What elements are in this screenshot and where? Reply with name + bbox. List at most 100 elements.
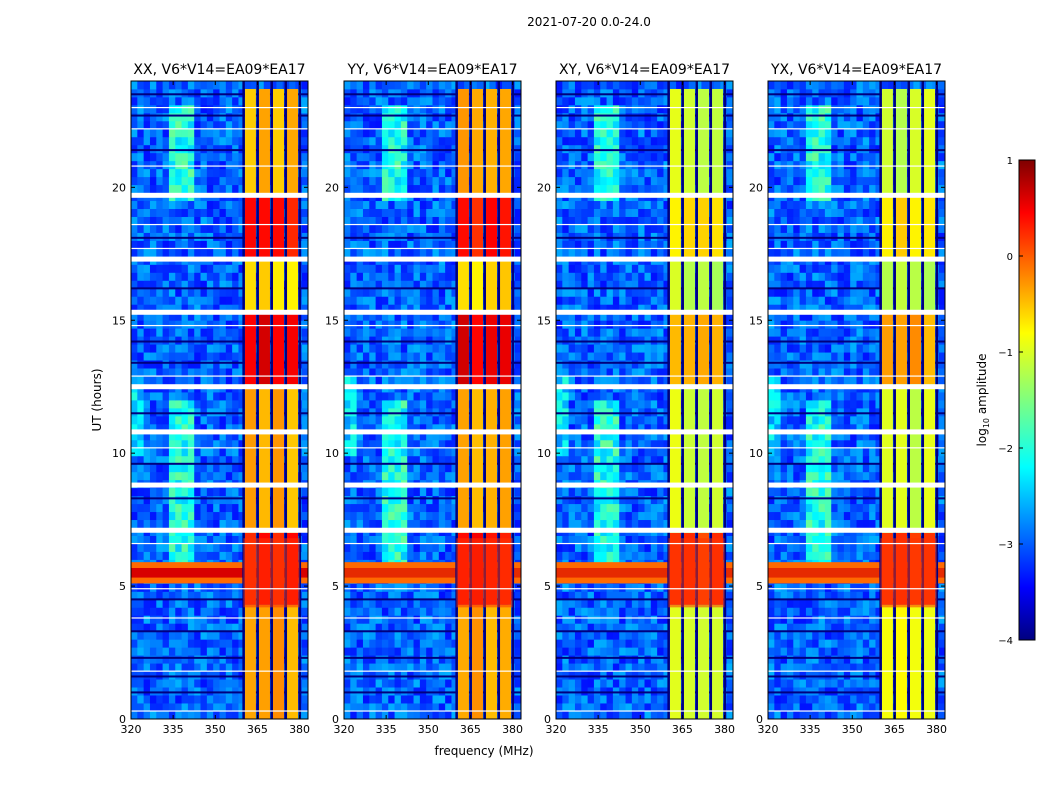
heatmap-cell	[181, 663, 189, 672]
heatmap-cell	[225, 328, 233, 337]
heatmap-cell	[432, 336, 440, 345]
heatmap-cell	[137, 511, 145, 521]
heatmap-cell	[657, 703, 664, 712]
heatmap-cell	[381, 591, 389, 600]
heatmap-cell	[362, 415, 370, 425]
heatmap-cell	[600, 679, 607, 688]
heatmap-cell	[187, 423, 195, 433]
heatmap-cell	[438, 264, 446, 273]
heatmap-cell	[350, 591, 358, 600]
heatmap-cell	[225, 503, 233, 513]
heatmap-cell	[381, 368, 389, 377]
heatmap-cell	[438, 112, 446, 122]
heatmap-cell	[369, 344, 377, 353]
heatmap-cell	[407, 160, 414, 170]
heatmap-cell	[219, 607, 227, 616]
heatmap-cell	[181, 304, 189, 313]
heatmap-cell	[419, 407, 427, 417]
heatmap-cell	[143, 511, 151, 521]
heatmap-cell	[445, 519, 452, 528]
heatmap-cell	[175, 224, 182, 233]
heatmap-cell	[137, 136, 145, 146]
heatmap-cell	[445, 463, 452, 473]
heatmap-cell	[219, 224, 227, 233]
heatmap-cell	[438, 400, 446, 409]
heatmap-cell	[413, 104, 421, 114]
heatmap-cell	[219, 543, 227, 552]
heatmap-cell	[445, 240, 452, 249]
heatmap-cell	[350, 376, 358, 385]
heatmap-cell	[238, 695, 246, 704]
heatmap-cell	[162, 543, 170, 552]
heatmap-cell	[143, 272, 151, 281]
heatmap-cell	[438, 607, 446, 616]
heatmap-cell	[438, 104, 446, 114]
heatmap-cell	[369, 248, 377, 257]
heatmap-cell	[362, 455, 370, 465]
heatmap-cell	[432, 144, 440, 154]
heatmap-cell	[149, 328, 157, 337]
heatmap-cell	[206, 288, 214, 297]
heatmap-cell	[200, 248, 208, 257]
heatmap-cell	[131, 471, 138, 481]
heatmap-cell	[413, 623, 421, 632]
heatmap-cell	[356, 112, 364, 122]
heatmap-cell	[419, 160, 427, 170]
heatmap-cell	[175, 487, 182, 497]
heatmap-cell	[301, 368, 309, 377]
heatmap-cell	[162, 136, 170, 146]
heatmap-cell	[638, 647, 645, 656]
heatmap-cell	[451, 695, 459, 704]
heatmap-cell	[445, 304, 452, 313]
heatmap-cell	[238, 96, 246, 106]
heatmap-cell	[225, 455, 233, 465]
heatmap-cell	[657, 671, 664, 680]
heatmap-cell	[301, 447, 309, 457]
heatmap-cell	[426, 160, 433, 170]
heatmap-cell	[225, 208, 233, 217]
heatmap-cell	[375, 88, 383, 98]
heatmap-cell	[432, 208, 440, 217]
heatmap-cell	[350, 336, 358, 345]
heatmap-cell	[175, 336, 182, 345]
heatmap-cell	[394, 471, 402, 481]
heatmap-cell	[419, 471, 427, 481]
heatmap-cell	[219, 455, 227, 465]
heatmap-cell	[175, 639, 182, 648]
heatmap-cell	[200, 687, 208, 696]
heatmap-cell	[168, 647, 176, 656]
heatmap-cell	[350, 224, 358, 233]
heatmap-cell	[168, 463, 176, 473]
heatmap-cell	[219, 631, 227, 640]
heatmap-cell	[394, 703, 402, 712]
heatmap-cell	[400, 264, 408, 273]
heatmap-cell	[356, 455, 364, 465]
heatmap-cell	[375, 407, 383, 417]
heatmap-cell	[400, 232, 408, 241]
heatmap-cell	[369, 407, 377, 417]
heatmap-cell	[650, 679, 658, 688]
heatmap-cell	[413, 447, 421, 457]
heatmap-cell	[394, 344, 402, 353]
heatmap-cell	[419, 463, 427, 473]
y-tick-label: 5	[332, 580, 339, 593]
heatmap-cell	[131, 663, 138, 672]
rfi-segment	[471, 259, 483, 313]
heatmap-cell	[375, 176, 383, 186]
heatmap-cell	[143, 81, 151, 90]
heatmap-cell	[213, 695, 220, 704]
heatmap-cell	[381, 423, 389, 433]
heatmap-cell	[219, 168, 227, 178]
heatmap-cell	[619, 655, 626, 664]
heatmap-cell	[350, 639, 358, 648]
heatmap-cell	[625, 687, 633, 696]
heatmap-cell	[263, 81, 271, 90]
heatmap-cell	[156, 407, 164, 417]
heatmap-cell	[350, 407, 358, 417]
heatmap-cell	[194, 695, 201, 704]
heatmap-cell	[438, 407, 446, 417]
heatmap-cell	[407, 272, 414, 281]
heatmap-cell	[413, 152, 421, 162]
heatmap-cell	[232, 176, 239, 186]
heatmap-cell	[369, 655, 377, 664]
